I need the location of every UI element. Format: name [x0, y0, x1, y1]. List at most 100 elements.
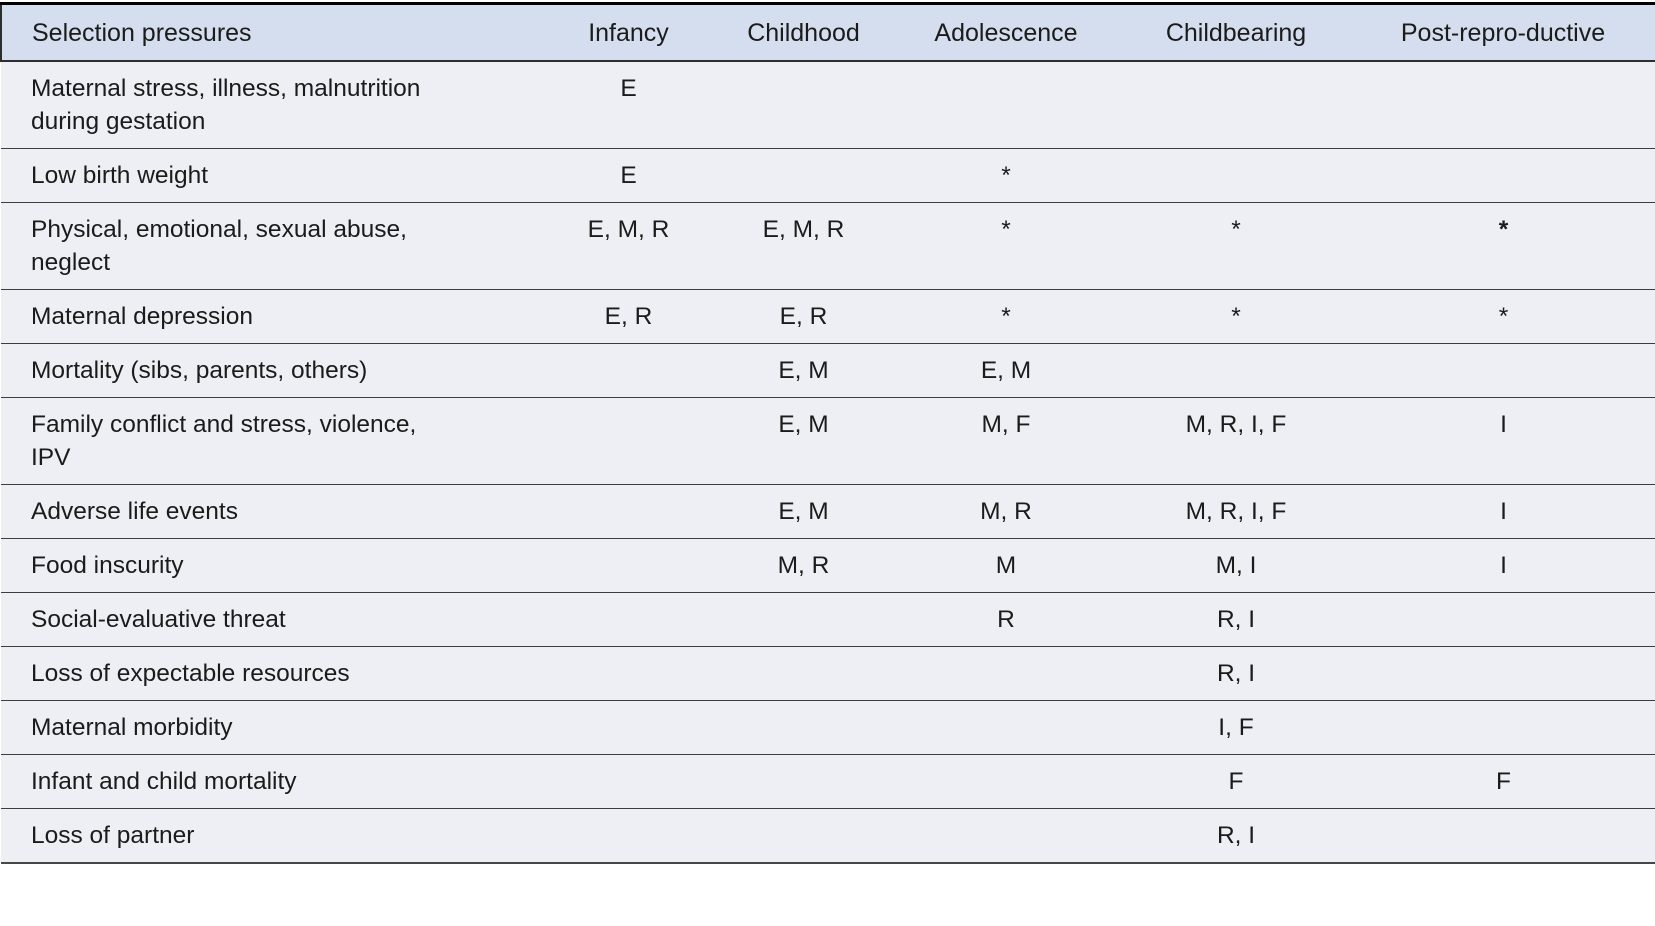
table-row: Physical, emotional, sexual abuse, negle… [1, 202, 1655, 290]
row-label-cell: Low birth weight [1, 148, 541, 203]
data-cell [716, 61, 891, 149]
data-cell [1351, 808, 1655, 863]
data-cell [541, 808, 716, 863]
data-cell: M, I [1121, 538, 1351, 593]
table-row: Maternal stress, illness, malnutrition d… [1, 61, 1655, 149]
row-label-cell: Food inscurity [1, 538, 541, 593]
data-cell: R [891, 592, 1121, 647]
data-cell [1351, 343, 1655, 398]
row-label-cell: Physical, emotional, sexual abuse, negle… [1, 202, 541, 290]
data-cell: I [1351, 538, 1655, 593]
data-cell [541, 592, 716, 647]
table-row: Infant and child mortality F F [1, 754, 1655, 809]
data-cell [541, 343, 716, 398]
data-cell [716, 148, 891, 203]
data-cell: F [1121, 754, 1351, 809]
data-cell [1351, 700, 1655, 755]
data-cell [541, 700, 716, 755]
data-cell [891, 700, 1121, 755]
data-cell: E, R [716, 289, 891, 344]
data-cell: I [1351, 484, 1655, 539]
table-row: Loss of partner R, I [1, 808, 1655, 863]
table-row: Loss of expectable resources R, I [1, 646, 1655, 701]
data-cell [1351, 148, 1655, 203]
data-cell: E [541, 61, 716, 149]
data-cell: * [1351, 289, 1655, 344]
column-header-adolescence: Adolescence [891, 3, 1121, 62]
row-label-cell: Social-evaluative threat [1, 592, 541, 647]
table-header-row: Selection pressures Infancy Childhood Ad… [0, 3, 1655, 62]
column-header-childhood: Childhood [716, 3, 891, 62]
data-cell [1121, 61, 1351, 149]
data-cell: * [1121, 289, 1351, 344]
data-cell: E, M [716, 343, 891, 398]
data-cell [1121, 148, 1351, 203]
data-cell [541, 484, 716, 539]
data-cell: R, I [1121, 808, 1351, 863]
row-label-cell: Infant and child mortality [1, 754, 541, 809]
row-label-cell: Maternal morbidity [1, 700, 541, 755]
table-row: Maternal depression E, R E, R * * * [1, 289, 1655, 344]
data-cell [716, 646, 891, 701]
row-label-cell: Family conflict and stress, violence, IP… [1, 397, 541, 485]
data-cell: R, I [1121, 592, 1351, 647]
data-cell: R, I [1121, 646, 1351, 701]
data-cell: I [1351, 397, 1655, 485]
data-cell: E, M, R [541, 202, 716, 290]
data-cell [1351, 592, 1655, 647]
data-cell [541, 538, 716, 593]
data-cell [891, 646, 1121, 701]
table-row: Low birth weight E * [1, 148, 1655, 203]
data-cell [1351, 61, 1655, 149]
data-cell [716, 754, 891, 809]
row-label-cell: Loss of partner [1, 808, 541, 863]
data-cell: I, F [1121, 700, 1351, 755]
table-row: Family conflict and stress, violence, IP… [1, 397, 1655, 485]
data-cell: M, R, I, F [1121, 484, 1351, 539]
table-row: Social-evaluative threat R R, I [1, 592, 1655, 647]
data-cell: M, R, I, F [1121, 397, 1351, 485]
column-header-post-reproductive: Post-repro-ductive [1351, 3, 1655, 62]
data-cell [891, 754, 1121, 809]
data-cell [541, 646, 716, 701]
data-cell: E, M, R [716, 202, 891, 290]
data-cell: F [1351, 754, 1655, 809]
row-label-cell: Loss of expectable resources [1, 646, 541, 701]
data-cell [716, 808, 891, 863]
row-label-cell: Mortality (sibs, parents, others) [1, 343, 541, 398]
data-cell: * [891, 289, 1121, 344]
table-header: Selection pressures Infancy Childhood Ad… [0, 3, 1655, 62]
data-cell: E [541, 148, 716, 203]
table-row: Maternal morbidity I, F [1, 700, 1655, 755]
selection-pressures-table: Selection pressures Infancy Childhood Ad… [0, 2, 1655, 864]
data-cell: * [891, 148, 1121, 203]
column-header-selection-pressures: Selection pressures [0, 3, 541, 62]
data-cell: * [1351, 202, 1655, 290]
data-cell [891, 61, 1121, 149]
data-cell: M, F [891, 397, 1121, 485]
column-header-infancy: Infancy [541, 3, 716, 62]
data-cell: E, M [891, 343, 1121, 398]
data-cell: E, M [716, 397, 891, 485]
table-row: Mortality (sibs, parents, others) E, M E, … [1, 343, 1655, 398]
data-cell [891, 808, 1121, 863]
data-cell [1121, 343, 1351, 398]
data-cell: E, M [716, 484, 891, 539]
row-label-cell: Maternal stress, illness, malnutrition d… [1, 61, 541, 149]
row-label-cell: Maternal depression [1, 289, 541, 344]
data-cell [541, 397, 716, 485]
data-cell: M, R [891, 484, 1121, 539]
table-body: Maternal stress, illness, malnutrition d… [1, 61, 1655, 863]
data-cell [541, 754, 716, 809]
data-cell: M [891, 538, 1121, 593]
data-cell [716, 700, 891, 755]
row-label-cell: Adverse life events [1, 484, 541, 539]
data-cell [716, 592, 891, 647]
data-cell [1351, 646, 1655, 701]
data-cell: * [891, 202, 1121, 290]
data-cell: M, R [716, 538, 891, 593]
data-cell: * [1121, 202, 1351, 290]
data-cell: E, R [541, 289, 716, 344]
